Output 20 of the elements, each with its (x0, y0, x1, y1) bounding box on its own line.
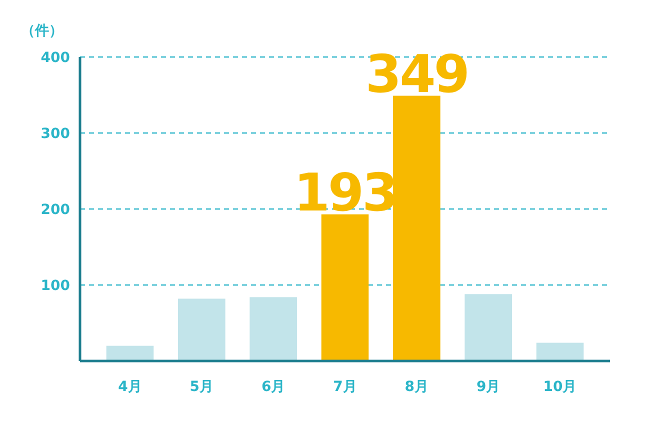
bar (464, 294, 512, 361)
bar (393, 96, 440, 361)
bar (178, 298, 226, 361)
x-tick-label: 7月 (333, 379, 357, 395)
x-tick-label: 4月 (118, 379, 142, 395)
x-tick-label: 8月 (404, 379, 429, 395)
y-tick-label: 300 (40, 126, 70, 142)
x-tick-label: 9月 (476, 379, 500, 395)
bar (321, 214, 369, 361)
y-tick-label: 200 (40, 202, 70, 218)
y-tick-label: 400 (40, 50, 70, 66)
bar (536, 342, 584, 361)
x-tick-label: 5月 (190, 379, 214, 395)
y-tick-label: 100 (40, 278, 70, 294)
bar (250, 297, 297, 361)
x-tick-label: 6月 (261, 379, 286, 395)
y-axis-title: （件） (21, 23, 63, 39)
x-tick-label: 10月 (543, 379, 577, 395)
data-label: 349 (365, 44, 468, 105)
bar (106, 346, 154, 361)
